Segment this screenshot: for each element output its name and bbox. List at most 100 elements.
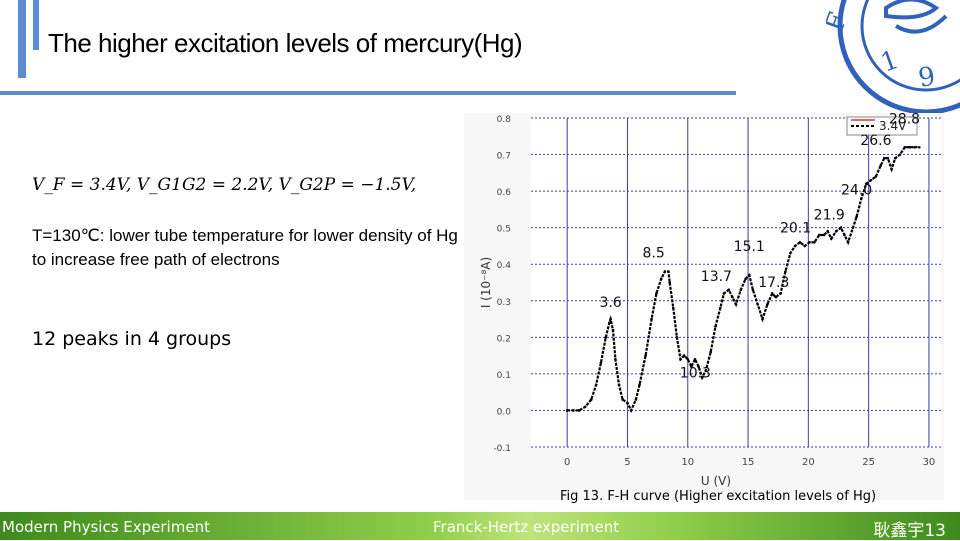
data-point bbox=[697, 365, 700, 368]
data-point bbox=[813, 240, 816, 244]
data-point bbox=[686, 357, 690, 361]
peak-annotation: 3.6 bbox=[599, 295, 621, 311]
data-point bbox=[860, 197, 863, 200]
data-point bbox=[629, 409, 633, 412]
footer-topic: Franck-Hertz experiment bbox=[433, 518, 620, 536]
footer-author: 耿鑫宇13 bbox=[873, 521, 946, 541]
y-tick-label: 0.8 bbox=[497, 115, 512, 125]
svg-text:9: 9 bbox=[916, 62, 938, 94]
data-point bbox=[839, 226, 843, 229]
data-point bbox=[655, 292, 658, 295]
peak-annotation: 24.0 bbox=[841, 183, 872, 199]
x-tick-label: 30 bbox=[923, 457, 936, 468]
accent-bar bbox=[18, 0, 26, 78]
y-tick-label: 0.4 bbox=[497, 261, 512, 271]
data-point bbox=[874, 175, 878, 178]
data-point bbox=[659, 277, 663, 281]
data-point bbox=[886, 156, 890, 160]
data-point bbox=[565, 409, 569, 412]
data-point bbox=[883, 156, 886, 160]
title-underline bbox=[0, 91, 736, 95]
data-point bbox=[747, 273, 751, 277]
peak-annotation: 26.6 bbox=[860, 133, 891, 149]
temperature-note: T=130℃: lower tube temperature for lower… bbox=[32, 226, 458, 269]
footer-course: Modern Physics Experiment bbox=[2, 518, 210, 536]
data-point bbox=[700, 376, 704, 379]
data-point bbox=[577, 409, 581, 412]
data-point bbox=[864, 182, 868, 186]
data-point bbox=[843, 233, 846, 237]
data-point bbox=[667, 270, 670, 273]
data-point bbox=[650, 317, 653, 321]
data-point bbox=[621, 398, 624, 401]
peak-annotation: 13.7 bbox=[701, 269, 732, 285]
data-point bbox=[594, 383, 598, 387]
data-point bbox=[766, 303, 769, 306]
peak-annotation: 8.5 bbox=[643, 246, 665, 262]
peak-annotation: 17.3 bbox=[758, 275, 789, 291]
data-point bbox=[722, 292, 726, 295]
data-point bbox=[671, 306, 675, 310]
y-tick-label: 0.7 bbox=[497, 152, 511, 162]
data-point bbox=[826, 230, 829, 233]
data-point bbox=[788, 251, 792, 255]
data-point bbox=[817, 233, 821, 237]
legend-box bbox=[846, 116, 918, 136]
data-point bbox=[617, 383, 621, 387]
svg-text:1: 1 bbox=[877, 45, 903, 79]
voltage-settings: V_F = 3.4V, V_G1G2 = 2.2V, V_G2P = −1.5V… bbox=[32, 175, 417, 195]
data-point bbox=[608, 321, 611, 325]
data-point bbox=[784, 270, 787, 273]
data-point bbox=[709, 350, 712, 354]
data-point bbox=[770, 292, 774, 295]
data-point bbox=[822, 233, 826, 237]
plot-area bbox=[531, 118, 941, 447]
data-point bbox=[638, 383, 641, 387]
legend-label: 3.4V bbox=[879, 119, 907, 133]
data-point bbox=[803, 244, 807, 248]
data-point bbox=[604, 336, 608, 339]
x-tick-label: 20 bbox=[802, 457, 815, 468]
figure-caption: Fig 13. F-H curve (Higher excitation lev… bbox=[560, 489, 877, 504]
data-point bbox=[614, 357, 617, 361]
data-point bbox=[679, 357, 682, 361]
data-point bbox=[739, 288, 743, 292]
data-point bbox=[571, 409, 575, 412]
data-point bbox=[879, 164, 883, 167]
data-point bbox=[829, 237, 833, 240]
data-point bbox=[903, 145, 907, 149]
data-point bbox=[851, 226, 855, 229]
data-point bbox=[798, 240, 802, 244]
y-tick-label: -0.1 bbox=[493, 444, 511, 454]
data-point bbox=[704, 368, 708, 372]
data-point bbox=[808, 240, 811, 244]
data-point bbox=[675, 336, 679, 339]
x-tick-label: 25 bbox=[862, 457, 875, 468]
data-point bbox=[634, 398, 638, 401]
data-point bbox=[890, 167, 893, 171]
data-point bbox=[917, 145, 921, 149]
x-tick-label: 0 bbox=[564, 457, 570, 468]
y-tick-label: 0.3 bbox=[497, 298, 511, 308]
peak-annotation: 28.8 bbox=[889, 113, 920, 127]
y-axis-label: I (10⁻⁸A) bbox=[479, 257, 493, 308]
peaks-note: 12 peaks in 4 groups bbox=[32, 328, 232, 350]
data-point bbox=[761, 317, 764, 321]
data-point bbox=[609, 317, 612, 321]
y-tick-label: 0.2 bbox=[497, 334, 511, 344]
data-point bbox=[898, 153, 902, 156]
x-axis-label: U (V) bbox=[701, 474, 731, 488]
data-point bbox=[663, 270, 667, 273]
data-point bbox=[779, 292, 782, 295]
data-point bbox=[599, 361, 603, 365]
data-point bbox=[693, 357, 697, 361]
data-point bbox=[714, 325, 717, 328]
data-point bbox=[751, 288, 755, 292]
franck-hertz-chart: -0.1 0.0 0.1 0.2 0.3 0.4 0.5 0.6 0.7 0.8 0 5 10 15 20 2… bbox=[479, 113, 941, 488]
data-point bbox=[731, 295, 734, 299]
peak-annotation: 10.3 bbox=[680, 365, 711, 381]
x-tick-label: 5 bbox=[624, 457, 630, 468]
data-point bbox=[644, 354, 647, 357]
data-point bbox=[611, 328, 615, 332]
data-point bbox=[589, 398, 593, 401]
